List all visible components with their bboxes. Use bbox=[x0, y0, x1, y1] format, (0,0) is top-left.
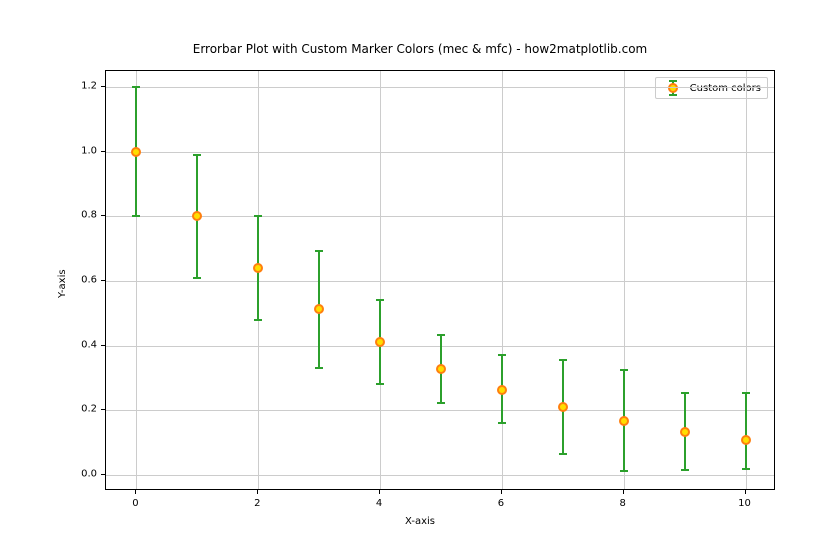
ytick-label: 0.4 bbox=[81, 339, 97, 350]
ytick-mark bbox=[101, 345, 105, 346]
ytick-label: 0.0 bbox=[81, 468, 97, 479]
gridline-horizontal bbox=[106, 216, 774, 217]
data-marker bbox=[680, 427, 690, 437]
ytick-mark bbox=[101, 474, 105, 475]
data-marker bbox=[314, 304, 324, 314]
errorbar-cap-top bbox=[254, 215, 262, 217]
ytick-mark bbox=[101, 86, 105, 87]
ytick-mark bbox=[101, 215, 105, 216]
x-axis-label: X-axis bbox=[0, 516, 840, 527]
errorbar-cap-top bbox=[559, 359, 567, 361]
errorbar-cap-top bbox=[193, 154, 201, 156]
data-marker bbox=[131, 147, 141, 157]
xtick-label: 4 bbox=[376, 498, 382, 509]
errorbar-cap-top bbox=[681, 392, 689, 394]
ytick-mark bbox=[101, 151, 105, 152]
xtick-mark bbox=[745, 490, 746, 494]
data-marker bbox=[375, 337, 385, 347]
xtick-label: 6 bbox=[498, 498, 504, 509]
xtick-label: 8 bbox=[620, 498, 626, 509]
errorbar-cap-bottom bbox=[376, 383, 384, 385]
ytick-label: 0.8 bbox=[81, 210, 97, 221]
data-marker bbox=[253, 263, 263, 273]
errorbar-cap-bottom bbox=[620, 470, 628, 472]
xtick-mark bbox=[135, 490, 136, 494]
xtick-mark bbox=[257, 490, 258, 494]
gridline-horizontal bbox=[106, 152, 774, 153]
xtick-label: 10 bbox=[738, 498, 751, 509]
xtick-label: 0 bbox=[132, 498, 138, 509]
chart-title: Errorbar Plot with Custom Marker Colors … bbox=[0, 42, 840, 56]
ytick-label: 0.6 bbox=[81, 275, 97, 286]
errorbar-cap-bottom bbox=[437, 402, 445, 404]
data-marker bbox=[741, 435, 751, 445]
errorbar-cap-bottom bbox=[315, 367, 323, 369]
figure: Errorbar Plot with Custom Marker Colors … bbox=[0, 0, 840, 560]
data-marker bbox=[192, 211, 202, 221]
errorbar-cap-top bbox=[132, 86, 140, 88]
errorbar-cap-bottom bbox=[193, 277, 201, 279]
gridline-horizontal bbox=[106, 475, 774, 476]
errorbar-cap-bottom bbox=[132, 215, 140, 217]
errorbar-cap-bottom bbox=[254, 319, 262, 321]
errorbar-cap-top bbox=[620, 369, 628, 371]
errorbar-cap-top bbox=[315, 250, 323, 252]
gridline-horizontal bbox=[106, 410, 774, 411]
xtick-label: 2 bbox=[254, 498, 260, 509]
gridline-horizontal bbox=[106, 281, 774, 282]
errorbar-cap-top bbox=[498, 354, 506, 356]
errorbar-cap-bottom bbox=[681, 469, 689, 471]
data-marker bbox=[436, 364, 446, 374]
errorbar-cap-top bbox=[742, 392, 750, 394]
y-axis-label: Y-axis bbox=[57, 269, 68, 298]
data-marker bbox=[497, 385, 507, 395]
plot-area: Custom colors bbox=[105, 70, 775, 490]
ytick-mark bbox=[101, 409, 105, 410]
gridline-vertical bbox=[502, 71, 503, 489]
data-marker bbox=[558, 402, 568, 412]
xtick-mark bbox=[379, 490, 380, 494]
errorbar-cap-bottom bbox=[498, 422, 506, 424]
ytick-label: 0.2 bbox=[81, 404, 97, 415]
errorbar-cap-bottom bbox=[559, 453, 567, 455]
errorbar bbox=[745, 393, 747, 469]
ytick-mark bbox=[101, 280, 105, 281]
xtick-mark bbox=[501, 490, 502, 494]
ytick-label: 1.0 bbox=[81, 145, 97, 156]
ytick-label: 1.2 bbox=[81, 81, 97, 92]
gridline-vertical bbox=[380, 71, 381, 489]
xtick-mark bbox=[623, 490, 624, 494]
errorbar-cap-top bbox=[437, 334, 445, 336]
gridline-horizontal bbox=[106, 87, 774, 88]
errorbar-cap-top bbox=[376, 299, 384, 301]
data-marker bbox=[619, 416, 629, 426]
errorbar-cap-bottom bbox=[742, 468, 750, 470]
